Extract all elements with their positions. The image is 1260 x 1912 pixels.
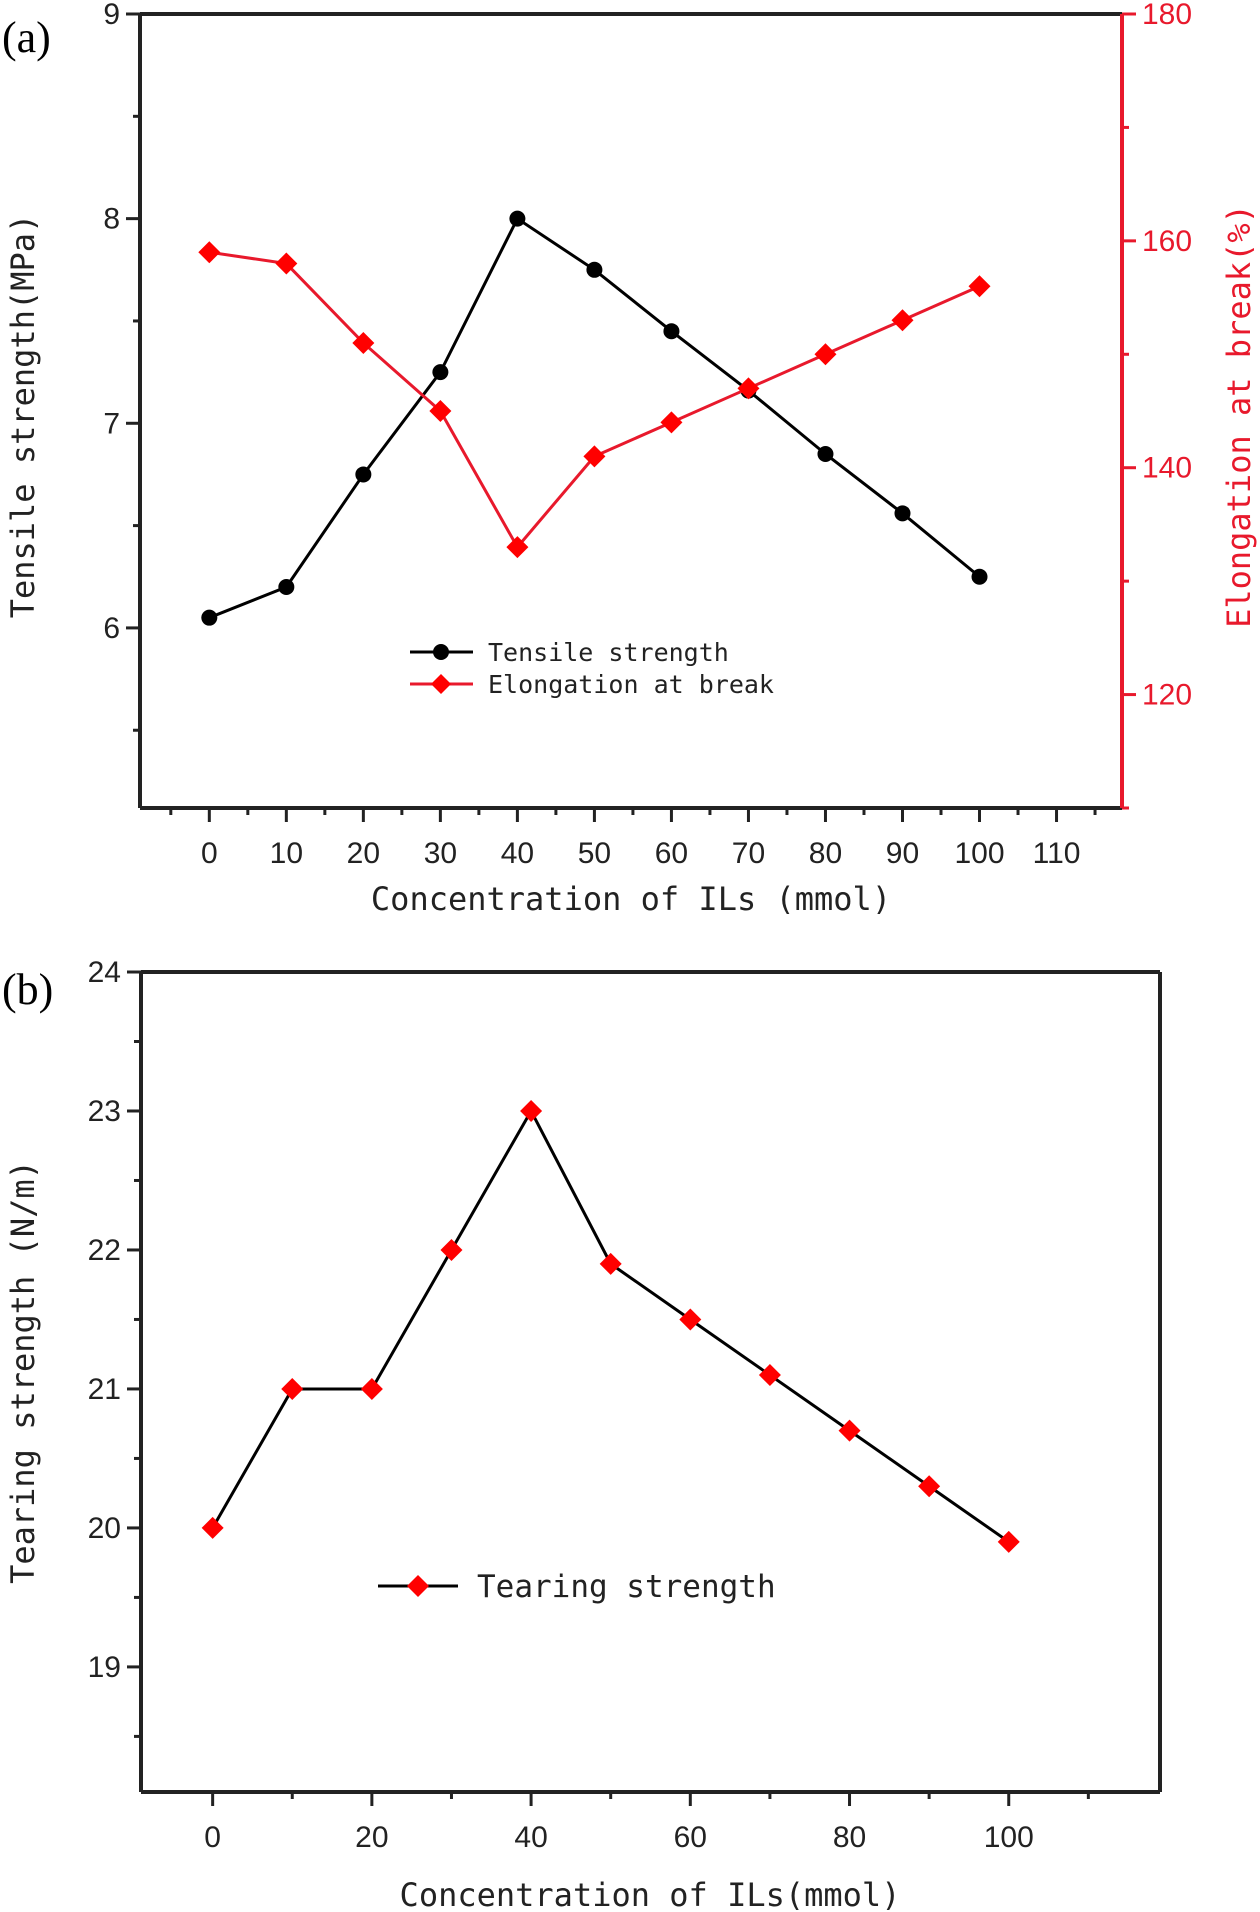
y-tick-label: 20 — [88, 1512, 121, 1545]
data-point-elongation-at-break — [737, 377, 760, 400]
data-point-tensile-strength — [432, 364, 449, 381]
x-tick-label: 110 — [1033, 837, 1081, 870]
y-tick-label: 21 — [88, 1373, 121, 1406]
data-point-tearing-strength — [918, 1475, 941, 1498]
panel-a-legend: Tensile strength Elongation at break — [410, 638, 774, 699]
panel-a-x-axis-title: Concentration of ILs (mmol) — [371, 880, 891, 918]
x-tick-label: 100 — [984, 1821, 1034, 1854]
x-tick-label: 0 — [204, 1821, 221, 1854]
x-tick-label: 60 — [674, 1821, 707, 1854]
panel-b-legend: Tearing strength — [378, 1569, 776, 1605]
data-point-tearing-strength — [997, 1530, 1020, 1553]
data-point-tearing-strength — [599, 1252, 622, 1275]
x-tick-label: 80 — [809, 837, 842, 870]
y2-tick-label: 180 — [1142, 0, 1192, 31]
x-tick-label: 100 — [954, 837, 1004, 870]
series-line-elongation-at-break — [209, 250, 981, 550]
data-point-elongation-at-break — [275, 252, 298, 275]
panel-a-label: (a) — [2, 13, 51, 62]
data-point-tearing-strength — [679, 1308, 702, 1331]
legend-label-tearing: Tearing strength — [477, 1569, 776, 1605]
data-point-tensile-strength — [201, 609, 218, 626]
data-point-elongation-at-break — [891, 309, 914, 332]
x-tick-label: 30 — [424, 837, 457, 870]
panel-a: (a) 0 10 20 30 40 50 60 70 80 90 100 110 6 7 8 9 120 14… — [2, 0, 1258, 918]
data-point-tensile-strength — [586, 261, 603, 278]
data-point-elongation-at-break — [198, 241, 221, 264]
panel-b-y-ticks: 19 20 21 22 23 24 — [88, 956, 141, 1738]
legend-marker-elongation — [431, 674, 451, 694]
x-tick-label: 20 — [347, 837, 380, 870]
data-point-elongation-at-break — [583, 445, 606, 468]
panel-a-y2-ticks: 120 140 160 180 — [1122, 0, 1192, 810]
panel-a-y-axis-title: Tensile strength(MPa) — [4, 214, 42, 619]
series-line-tearing-strength — [211, 1107, 1010, 1544]
panel-a-y-ticks: 6 7 8 9 — [103, 0, 140, 732]
data-point-tearing-strength — [440, 1238, 463, 1261]
x-tick-label: 50 — [578, 837, 611, 870]
y-tick-label: 23 — [88, 1095, 121, 1128]
panel-a-series — [198, 210, 991, 626]
y-tick-label: 19 — [88, 1651, 121, 1684]
panel-b-series — [201, 1099, 1020, 1553]
panel-b-y-axis-title: Tearing strength (N/m) — [4, 1160, 42, 1584]
legend-label-tensile: Tensile strength — [488, 638, 729, 667]
data-point-tearing-strength — [360, 1377, 383, 1400]
y-tick-label: 6 — [103, 612, 120, 645]
data-point-elongation-at-break — [429, 400, 452, 422]
y-tick-label: 24 — [88, 956, 121, 989]
panel-b: (b) 0 20 40 60 80 100 19 20 21 22 23 24 Concentrat… — [2, 956, 1162, 1912]
legend-label-elongation: Elongation at break — [488, 670, 774, 699]
x-tick-label: 40 — [514, 1821, 547, 1854]
y2-tick-label: 140 — [1142, 452, 1192, 485]
x-tick-label: 80 — [833, 1821, 866, 1854]
legend-marker-tensile — [433, 644, 449, 660]
panel-a-frame — [138, 12, 1124, 810]
y2-tick-label: 120 — [1142, 679, 1192, 712]
x-tick-label: 0 — [201, 837, 218, 870]
x-tick-label: 70 — [732, 837, 765, 870]
data-point-tearing-strength — [201, 1516, 224, 1539]
data-point-elongation-at-break — [506, 536, 529, 559]
data-point-tensile-strength — [509, 210, 526, 227]
data-point-tensile-strength — [278, 578, 295, 595]
y-tick-label: 8 — [103, 203, 120, 236]
data-point-tensile-strength — [817, 445, 834, 462]
data-point-elongation-at-break — [814, 343, 837, 366]
panel-b-frame — [139, 970, 1162, 1794]
y-tick-label: 22 — [88, 1234, 121, 1267]
panel-b-x-ticks: 0 20 40 60 80 100 — [204, 1792, 1090, 1854]
data-point-tensile-strength — [663, 323, 680, 340]
data-point-tearing-strength — [281, 1377, 304, 1400]
panel-b-x-axis-title: Concentration of ILs(mmol) — [400, 1876, 901, 1912]
series-line-tensile-strength — [208, 216, 981, 620]
data-point-tearing-strength — [838, 1419, 861, 1442]
data-point-tensile-strength — [971, 568, 988, 585]
x-tick-label: 60 — [655, 837, 688, 870]
x-tick-label: 40 — [501, 837, 534, 870]
data-point-tearing-strength — [520, 1099, 543, 1122]
panel-b-label: (b) — [2, 965, 53, 1014]
x-tick-label: 90 — [886, 837, 919, 870]
x-tick-label: 10 — [270, 837, 303, 870]
data-point-elongation-at-break — [660, 411, 683, 434]
panel-a-x-ticks: 0 10 20 30 40 50 60 70 80 90 100 110 — [169, 808, 1097, 870]
data-point-tensile-strength — [894, 505, 911, 522]
data-point-tensile-strength — [355, 466, 372, 483]
x-tick-label: 20 — [355, 1821, 388, 1854]
legend-marker-tearing — [407, 1575, 429, 1597]
y-tick-label: 9 — [103, 0, 120, 31]
panel-a-y2-axis-title: Elongation at break(%) — [1220, 204, 1258, 628]
data-point-elongation-at-break — [352, 331, 375, 354]
y-tick-label: 7 — [103, 407, 120, 440]
data-point-tearing-strength — [758, 1364, 781, 1387]
data-point-elongation-at-break — [968, 275, 991, 298]
y2-tick-label: 160 — [1142, 225, 1192, 258]
